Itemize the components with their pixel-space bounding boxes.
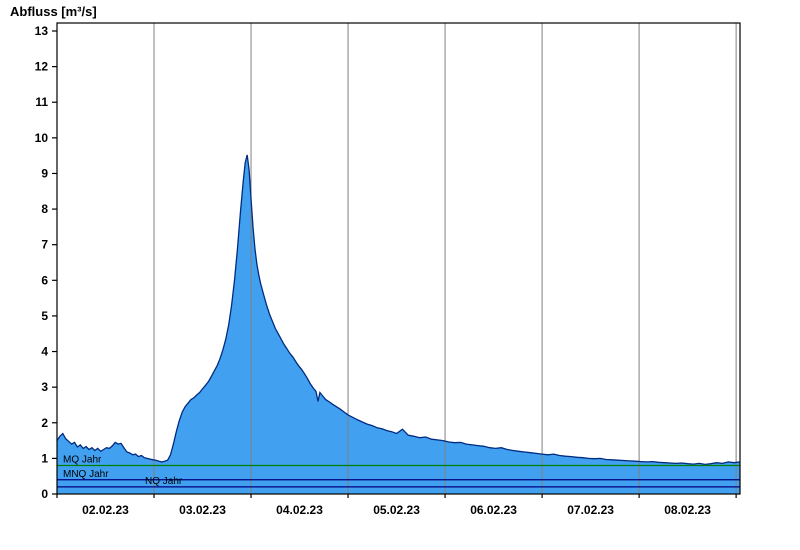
y-tick-label: 6 [41, 273, 48, 287]
plot-border [56, 22, 741, 495]
y-tick-label: 10 [35, 131, 49, 145]
x-tick-label: 06.02.23 [470, 503, 517, 517]
reference-label-nq-jahr: NQ Jahr [145, 476, 183, 487]
y-tick-label: 8 [41, 202, 48, 216]
reference-label-mnq-jahr: MNQ Jahr [63, 469, 109, 480]
y-tick-label: 9 [41, 166, 48, 180]
y-tick-label: 0 [41, 487, 48, 501]
y-tick-label: 7 [41, 238, 48, 252]
x-tick-label: 08.02.23 [664, 503, 711, 517]
y-tick-label: 12 [35, 60, 49, 74]
chart-title: Abfluss [m³/s] [10, 4, 97, 19]
y-tick-label: 13 [35, 24, 49, 38]
y-tick-label: 2 [41, 416, 48, 430]
y-tick-label: 11 [35, 95, 48, 109]
discharge-line [56, 154, 741, 466]
y-tick-label: 3 [41, 380, 48, 394]
discharge-area [57, 154, 740, 494]
x-tick-label: 04.02.23 [276, 503, 323, 517]
x-tick-label: 03.02.23 [179, 503, 226, 517]
reference-label-mq-jahr: MQ Jahr [63, 455, 102, 466]
y-tick-label: 1 [41, 451, 48, 465]
y-tick-label: 5 [41, 309, 48, 323]
x-tick-label: 05.02.23 [373, 503, 420, 517]
x-tick-label: 07.02.23 [567, 503, 614, 517]
x-tick-label: 02.02.23 [82, 503, 129, 517]
y-tick-label: 4 [41, 345, 48, 359]
